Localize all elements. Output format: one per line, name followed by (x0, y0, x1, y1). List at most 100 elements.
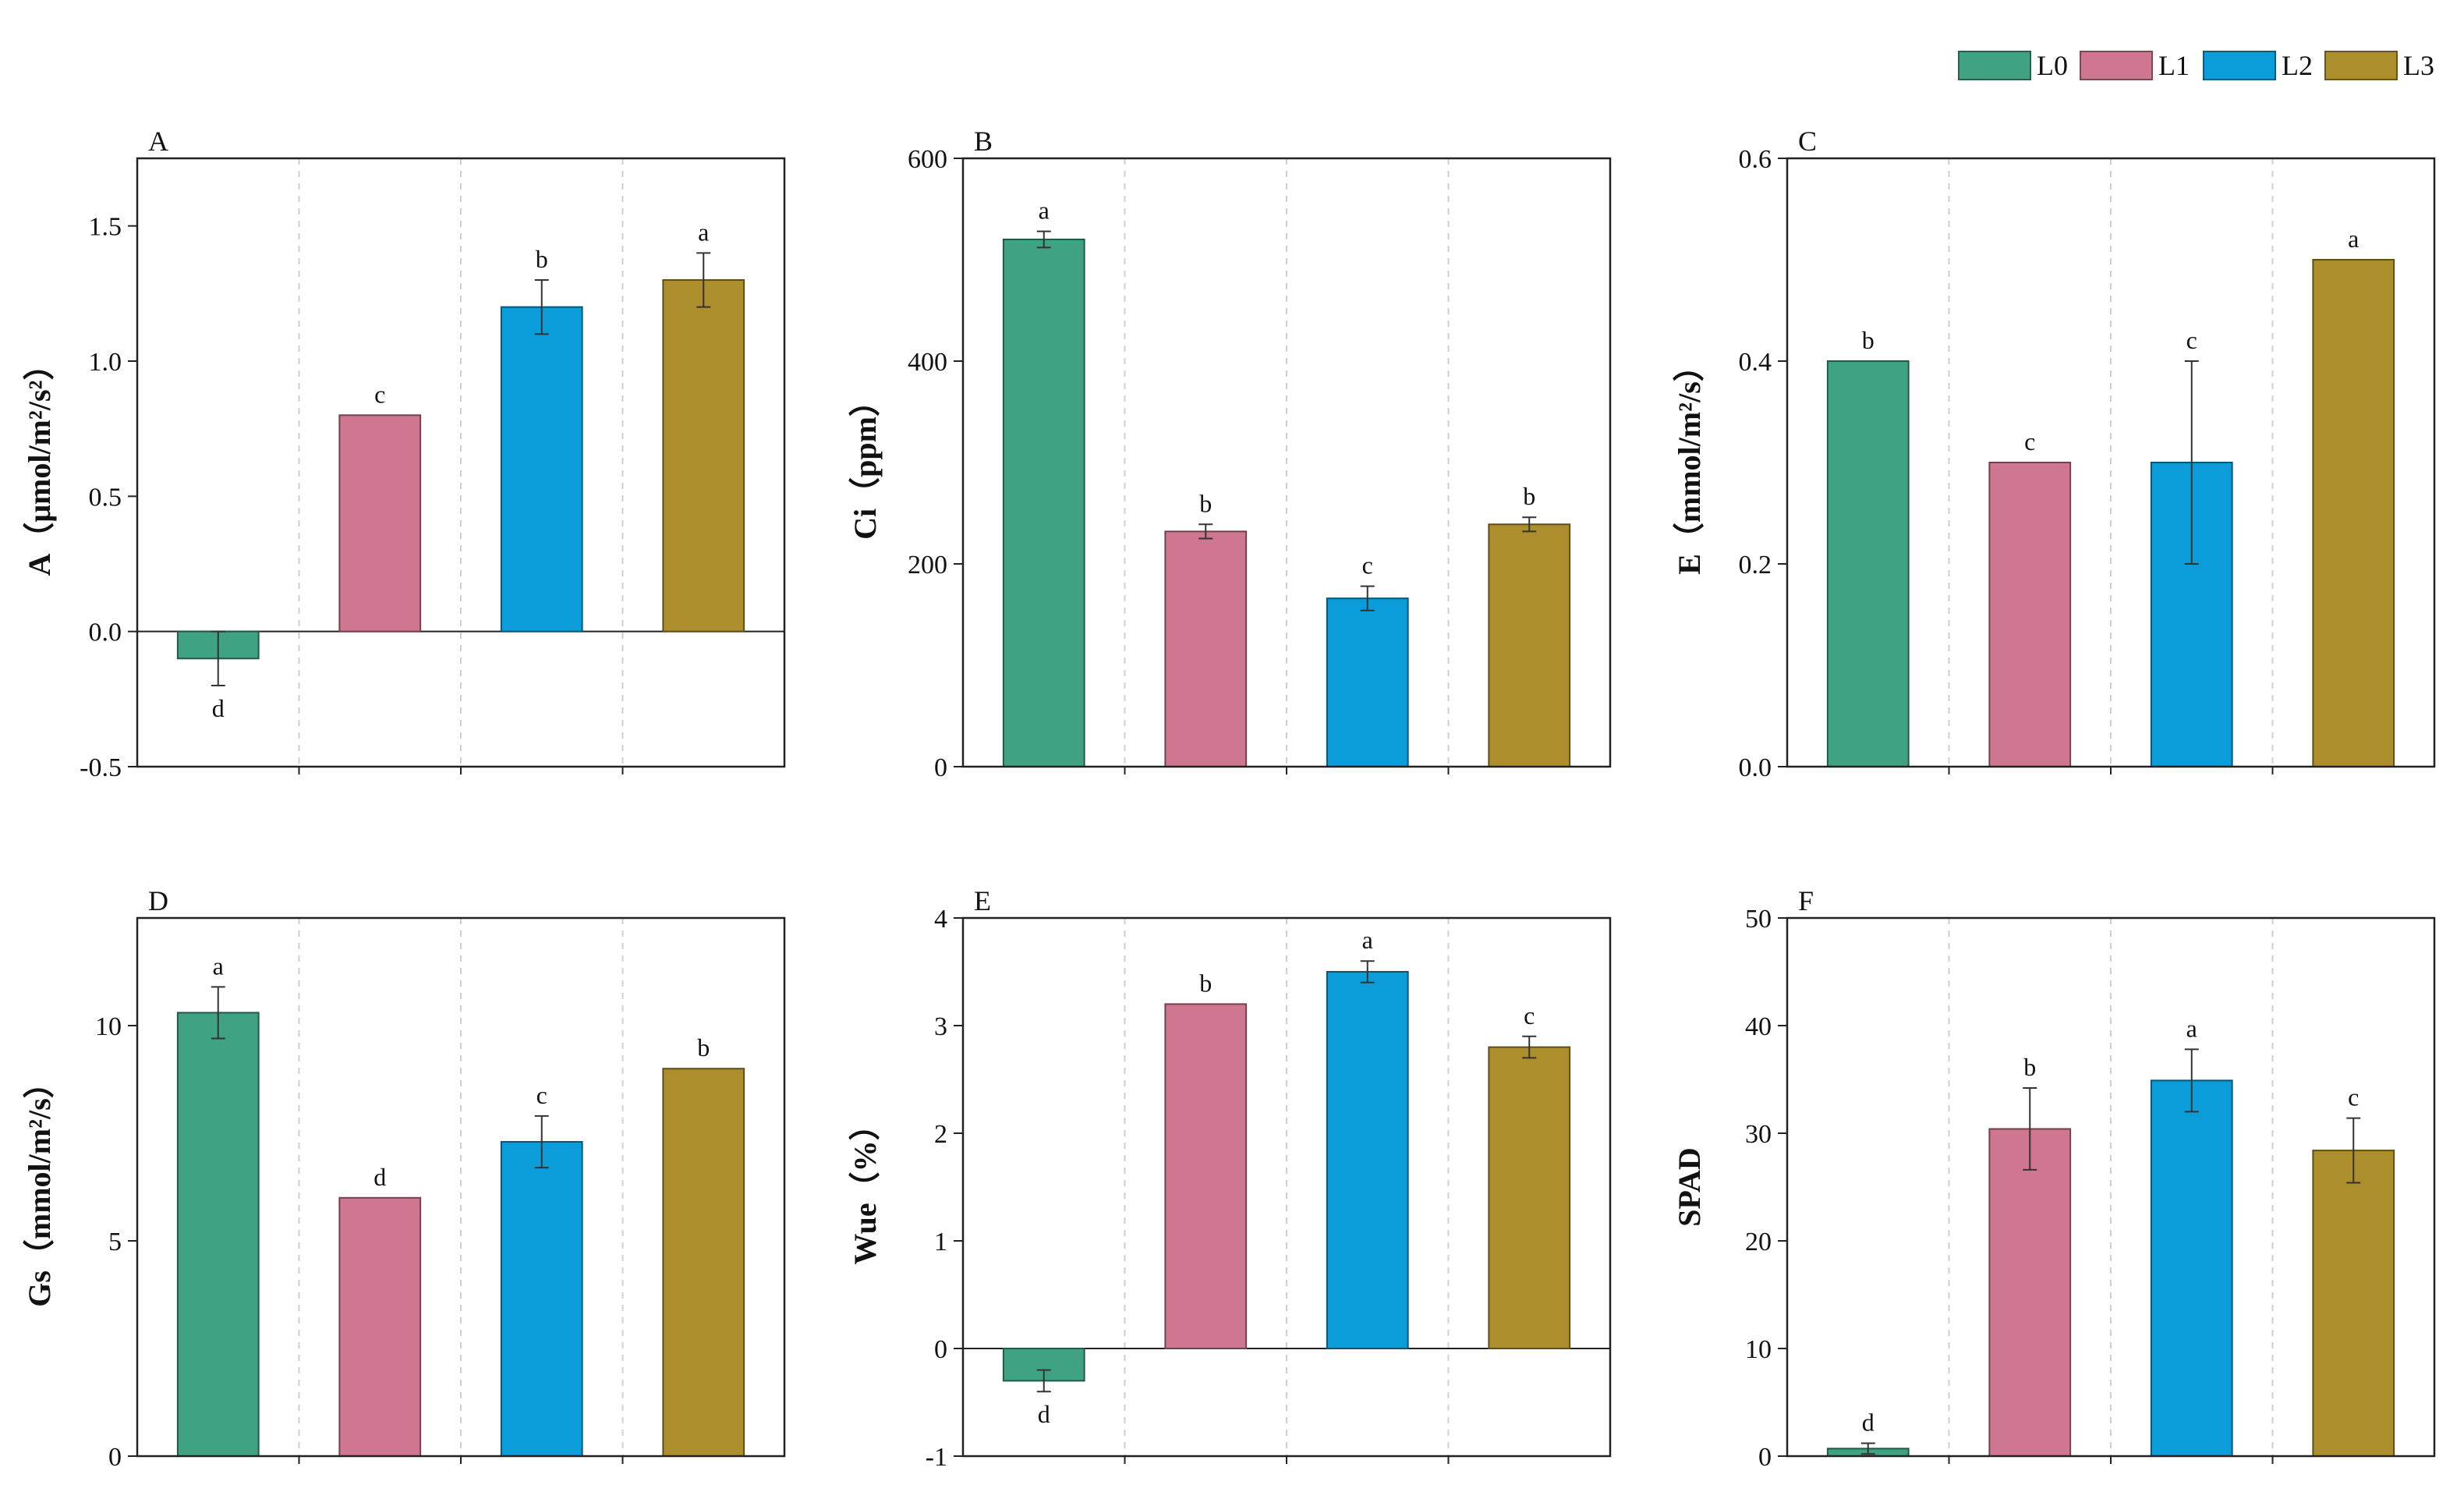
panel-b-sig-l1: b (1199, 489, 1212, 517)
panel-d: a d c b 0 5 10 D Gs（mmol/m²/s） (22, 885, 786, 1472)
panel-e-ytick-label: 1 (934, 1228, 947, 1256)
panel-d-ytick-label: 10 (95, 1012, 122, 1041)
panel-c-ytick-label: 0.6 (1739, 145, 1772, 174)
legend-swatch-l2 (2203, 51, 2276, 80)
panel-b-ytick-label: 200 (908, 551, 947, 579)
panel-f-sig-l2: a (2186, 1014, 2197, 1042)
panel-f-ytick-label: 50 (1745, 905, 1772, 934)
panel-a-ytick-label: 0.5 (89, 483, 122, 512)
panel-a-sig-l0: d (212, 694, 225, 722)
panel-b-bar-l3 (1488, 523, 1571, 767)
panel-e-bar-l3 (1488, 1046, 1571, 1349)
panel-f-bar-l2 (2150, 1079, 2233, 1457)
legend-label-l1: L1 (2158, 50, 2190, 81)
panel-b-ytick-label: 400 (908, 348, 947, 377)
panel-d-sig-l2: c (536, 1081, 547, 1109)
panel-d-frame (136, 916, 786, 1458)
chart-panels: d c b a -0.5 0.0 0.5 1.0 1.5 A A（μmol/m²/s²） a b c b 0 2… (22, 126, 2436, 1472)
panel-e-ytick-label: -1 (926, 1443, 947, 1472)
panel-a-sig-l3: a (698, 218, 709, 246)
panel-d-bar-l3 (662, 1068, 745, 1457)
legend-label-l0: L0 (2037, 50, 2068, 81)
panel-c-ytick-label: 0.0 (1739, 753, 1772, 782)
panel-f-bar-l3 (2312, 1150, 2395, 1457)
panel-e-ylabel: Wue（%） (848, 1109, 883, 1264)
panel-e-sig-l0: d (1038, 1400, 1050, 1428)
panel-c-bar-l1 (1988, 462, 2072, 767)
panel-c-sig-l0: b (1862, 326, 1875, 354)
panel-f-ytick-label: 30 (1745, 1120, 1772, 1149)
panel-c-sig-l3: a (2348, 225, 2359, 253)
panel-d-sig-l1: d (373, 1163, 386, 1191)
legend-swatch-l1 (2080, 51, 2153, 80)
panel-b-ytick-label: 600 (908, 145, 947, 174)
panel-a-bar-l2 (500, 306, 583, 633)
panel-a-bar-l3 (662, 279, 745, 633)
panel-a-frame (136, 157, 786, 768)
legend-label-l3: L3 (2403, 50, 2434, 81)
panel-d-bar-l2 (500, 1141, 583, 1458)
panel-e-bar-l2 (1326, 971, 1409, 1349)
panel-f-sig-l3: c (2348, 1083, 2359, 1111)
panel-c: b c c a 0.0 0.2 0.4 0.6 C E（mmol/m²/s） (1672, 126, 2436, 782)
legend-label-l2: L2 (2282, 50, 2313, 81)
panel-a-sig-l2: b (536, 245, 548, 273)
panel-c-ylabel: E（mmol/m²/s） (1672, 350, 1707, 575)
legend-swatch-l0 (1958, 51, 2031, 80)
panel-f-sig-l0: d (1862, 1408, 1875, 1436)
panel-d-bar-l0 (176, 1012, 260, 1457)
panel-b-sig-l3: b (1523, 482, 1535, 510)
panel-f-ytick-label: 10 (1745, 1335, 1772, 1364)
panel-d-sig-l0: a (213, 952, 224, 980)
panel-f: d b a c 0 10 20 30 40 50 F SPAD (1672, 885, 2436, 1472)
panel-e-letter: E (974, 885, 991, 916)
panel-a-ytick-label: 0.0 (89, 618, 122, 647)
legend: L0 L1 L2 L3 (1958, 50, 2434, 81)
panel-a: d c b a -0.5 0.0 0.5 1.0 1.5 A A（μmol/m²/s²） (22, 126, 786, 782)
panel-a-letter: A (148, 126, 168, 157)
panel-b-ytick-label: 0 (934, 753, 947, 782)
panel-e-sig-l2: a (1362, 926, 1373, 954)
panel-b-frame (961, 157, 1612, 768)
panel-e-ytick-label: 2 (934, 1120, 947, 1149)
panel-a-ytick-label: -0.5 (80, 753, 122, 782)
panel-c-bar-l3 (2312, 259, 2395, 767)
legend-swatch-l3 (2324, 51, 2398, 80)
panel-d-ylabel: Gs（mmol/m²/s） (22, 1067, 57, 1307)
panel-f-ytick-label: 20 (1745, 1228, 1772, 1256)
panel-f-sig-l1: b (2023, 1053, 2036, 1081)
panel-f-ylabel: SPAD (1672, 1147, 1707, 1226)
panel-c-ytick-label: 0.2 (1739, 551, 1772, 579)
panel-a-ylabel: A（μmol/m²/s²） (22, 349, 57, 576)
panel-e-sig-l1: b (1199, 969, 1212, 997)
panel-e-ytick-label: 4 (934, 905, 947, 934)
panel-d-sig-l3: b (697, 1033, 710, 1061)
panel-d-letter: D (148, 885, 168, 916)
panel-b-bar-l1 (1164, 530, 1248, 768)
panel-b: a b c b 0 200 400 600 B Ci（ppm） (848, 126, 1612, 782)
panel-c-frame (1786, 157, 2436, 768)
panel-f-letter: F (1798, 885, 1814, 916)
panel-d-ytick-label: 5 (108, 1228, 122, 1256)
panel-a-bar-l1 (338, 414, 422, 633)
panel-e-ytick-label: 0 (934, 1335, 947, 1364)
panel-a-sig-l1: c (374, 380, 385, 408)
panel-f-ytick-label: 0 (1758, 1443, 1772, 1472)
panel-d-ytick-label: 0 (108, 1443, 122, 1472)
panel-c-letter: C (1798, 126, 1817, 157)
panel-e-frame (961, 916, 1612, 1458)
panel-f-bar-l1 (1988, 1128, 2072, 1457)
panel-b-ylabel: Ci（ppm） (848, 385, 883, 540)
panel-f-ytick-label: 40 (1745, 1012, 1772, 1041)
panel-b-bar-l2 (1326, 597, 1409, 768)
panel-b-sig-l0: a (1039, 197, 1050, 225)
panel-c-sig-l2: c (2186, 326, 2197, 354)
panel-a-ytick-label: 1.5 (89, 213, 122, 242)
panel-b-letter: B (974, 126, 993, 157)
panel-e-ytick-label: 3 (934, 1012, 947, 1041)
panel-a-ytick-label: 1.0 (89, 348, 122, 377)
panel-b-bar-l0 (1002, 239, 1085, 767)
panel-d-bar-l1 (338, 1196, 422, 1458)
panel-e-bar-l1 (1164, 1003, 1248, 1350)
